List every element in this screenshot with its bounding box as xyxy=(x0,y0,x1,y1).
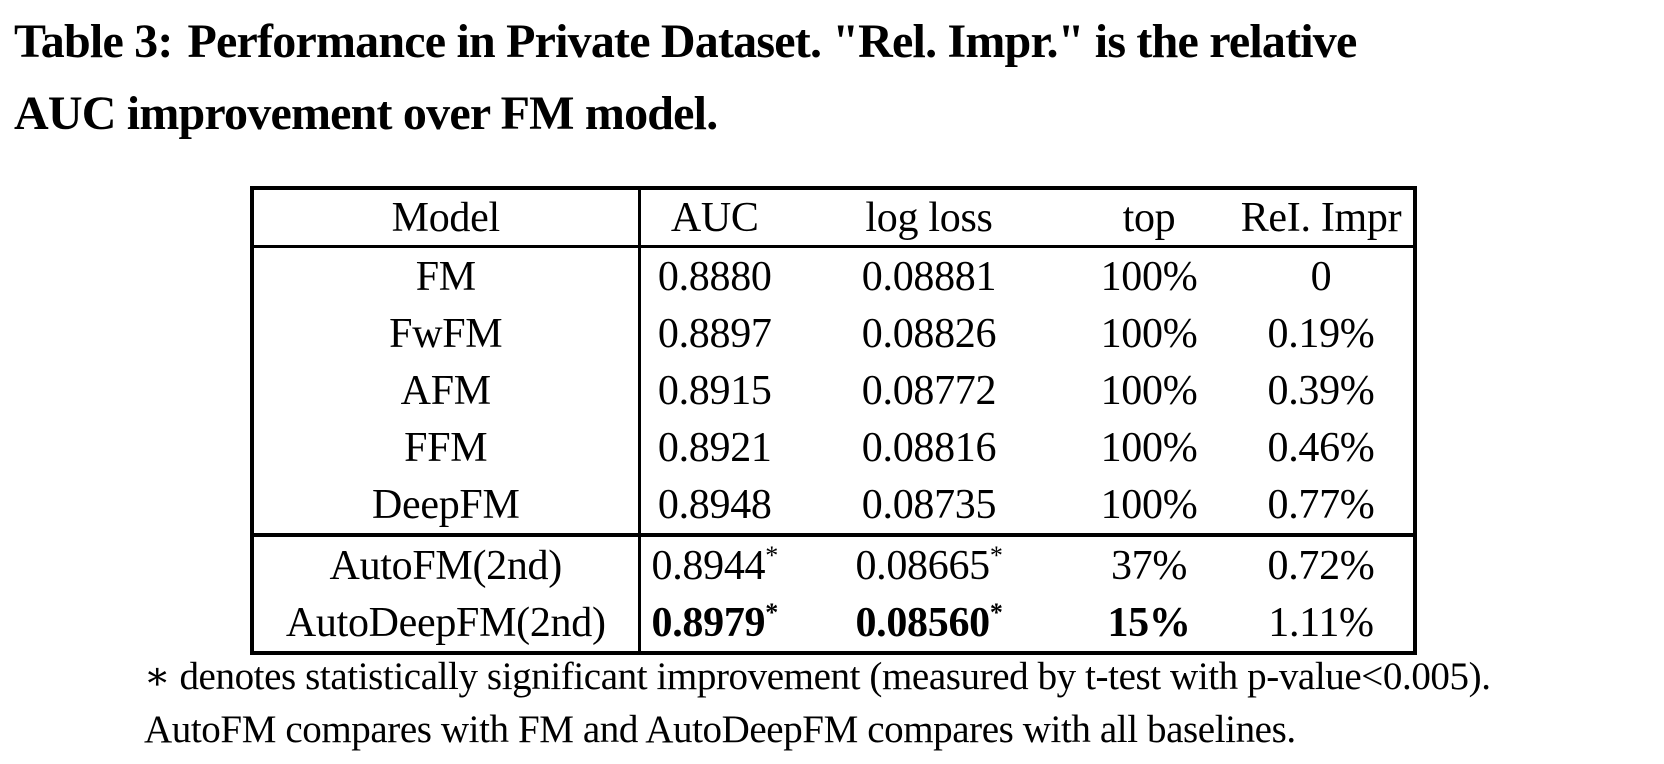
cell-model: AutoFM(2nd) xyxy=(252,533,641,594)
cell-value: 100% xyxy=(1100,481,1198,528)
header-row: Model AUC log loss top ReI. Impr xyxy=(252,188,1415,248)
cell-value: 0.72% xyxy=(1229,533,1415,594)
cell-model: FFM xyxy=(252,419,641,476)
cell-value: 0.77% xyxy=(1267,481,1375,528)
cell-value: 100% xyxy=(1100,310,1198,357)
cell-value: 0.08772 xyxy=(861,367,997,414)
cell-model: DeepFM xyxy=(252,476,641,535)
significance-star: * xyxy=(989,597,1003,627)
results-table: Model AUC log loss top ReI. Impr FM 0.8880 0.0… xyxy=(250,186,1417,655)
table-caption-label: Table 3: xyxy=(14,15,173,68)
cell-value: 0.46% xyxy=(1267,424,1375,471)
cell-number: 0.08665 xyxy=(855,542,990,589)
cell-model: FM xyxy=(252,246,641,305)
cell-number: 0.8979 xyxy=(651,599,766,646)
table-row: FFM 0.8921 0.08816 100% 0.46% xyxy=(252,419,1415,476)
table-row: FwFM 0.8897 0.08826 100% 0.19% xyxy=(252,305,1415,362)
cell-value: 0.8979* xyxy=(639,594,789,653)
cell-value: 37% xyxy=(1069,533,1229,594)
cell-value: 100% xyxy=(1100,367,1198,414)
column-header-rei-impr: ReI. Impr xyxy=(1229,188,1415,248)
table-row: DeepFM 0.8948 0.08735 100% 0.77% xyxy=(252,476,1415,535)
cell-value: 0.8948 xyxy=(657,481,772,528)
cell-number: 0.8944 xyxy=(651,542,766,589)
cell-value: 0.08560* xyxy=(789,594,1069,653)
cell-value: 0.39% xyxy=(1267,367,1375,414)
column-header-auc: AUC xyxy=(639,188,789,248)
table-caption-line1: Table 3: Performance in Private Dataset. … xyxy=(14,6,1357,78)
column-header-top: top xyxy=(1069,188,1229,248)
cell-value: 0.08816 xyxy=(861,424,997,471)
table-row: AutoFM(2nd) 0.8944* 0.08665* 37% 0.72% xyxy=(252,533,1415,594)
cell-value: 0.8915 xyxy=(657,367,772,414)
table-caption-text: Performance in Private Dataset. "Rel. Im… xyxy=(187,15,1358,68)
cell-model: FwFM xyxy=(252,305,641,362)
footnote-line2: AutoFM compares with FM and AutoDeepFM c… xyxy=(144,708,1296,751)
footnote-line1: ∗ denotes statistically significant impr… xyxy=(144,655,1491,698)
cell-value: 0 xyxy=(1310,253,1332,300)
results-table-header: Model AUC log loss top ReI. Impr xyxy=(252,188,1415,248)
cell-value: 100% xyxy=(1100,424,1198,471)
table-caption-line2: AUC improvement over FM model. xyxy=(14,87,718,140)
cell-value: 15% xyxy=(1107,599,1191,646)
column-header-model: Model xyxy=(252,188,641,248)
table-footnote: ∗ denotes statistically significant impr… xyxy=(144,650,1491,756)
cell-model: AutoDeepFM(2nd) xyxy=(252,594,641,653)
column-header-log-loss: log loss xyxy=(789,188,1069,248)
cell-value: 0.8897 xyxy=(657,310,772,357)
cell-model: AFM xyxy=(252,362,641,419)
cell-value: 0.8921 xyxy=(657,424,772,471)
cell-value: 0.19% xyxy=(1267,310,1375,357)
cell-value: 1.11% xyxy=(1268,599,1374,646)
cell-value: 0.08881 xyxy=(861,253,997,300)
significance-star: * xyxy=(989,540,1003,570)
cell-number: 0.08560 xyxy=(855,599,990,646)
cell-value: 100% xyxy=(1100,253,1198,300)
cell-value: 0.8880 xyxy=(657,253,772,300)
group-auto-models: AutoFM(2nd) 0.8944* 0.08665* 37% 0.72% AutoDe… xyxy=(252,533,1415,653)
cell-value: 0.08826 xyxy=(861,310,997,357)
group-baselines: FM 0.8880 0.08881 100% 0 FwFM 0.8897 0.08826 100… xyxy=(252,246,1415,535)
cell-value: 0.08665* xyxy=(789,533,1069,594)
cell-value: 0.8944* xyxy=(639,533,789,594)
cell-value: 0.08735 xyxy=(861,481,997,528)
significance-star: * xyxy=(765,540,778,570)
table-row: AFM 0.8915 0.08772 100% 0.39% xyxy=(252,362,1415,419)
table-row: AutoDeepFM(2nd) 0.8979* 0.08560* 15% 1.11% xyxy=(252,594,1415,653)
table-row: FM 0.8880 0.08881 100% 0 xyxy=(252,246,1415,305)
significance-star: * xyxy=(765,597,778,627)
table-caption: Table 3: Performance in Private Dataset. … xyxy=(14,6,1357,150)
